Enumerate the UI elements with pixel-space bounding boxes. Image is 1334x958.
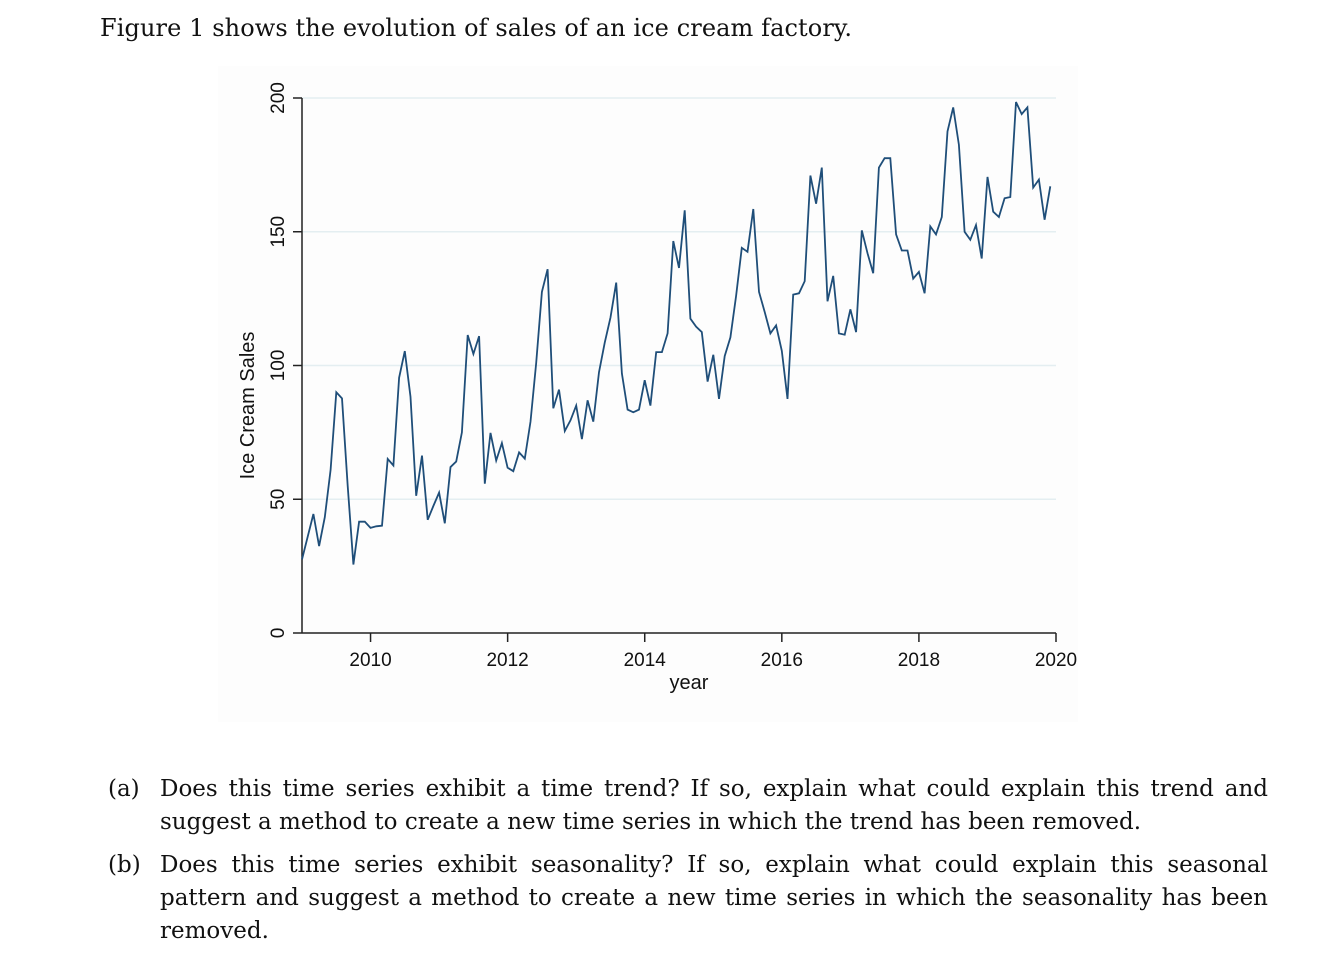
question-item-b: (b) Does this time series exhibit season… [108,849,1268,948]
x-axis-title: year [670,672,709,694]
question-text-b: Does this time series exhibit seasonalit… [160,852,1268,944]
x-tick-label: 2020 [1035,650,1077,671]
x-tick-label: 2018 [898,650,940,671]
question-list: (a) Does this time series exhibit a time… [108,773,1268,958]
question-marker-b: (b) [108,852,141,878]
y-ticks: 0 50 100 150 200 [268,82,302,638]
y-tick-label: 200 [268,82,289,114]
y-tick-label: 0 [268,628,289,639]
y-tick-label: 150 [268,216,289,248]
series-layer [301,101,1052,565]
sales-line-chart: 0 50 100 150 200 2010 2012 2014 2016 2018 2020 Ic… [237,82,1077,694]
question-marker-a: (a) [108,776,140,802]
series-line-ice-cream-sales [301,101,1052,565]
figure-panel: 0 50 100 150 200 2010 2012 2014 2016 2018 2020 Ic… [218,66,1078,722]
x-tick-label: 2012 [486,650,528,671]
grid-lines [302,97,1056,500]
question-item-a: (a) Does this time series exhibit a time… [108,773,1268,839]
x-ticks: 2010 2012 2014 2016 2018 2020 [349,633,1077,671]
intro-text: Figure 1 shows the evolution of sales of… [100,14,853,42]
question-text-a: Does this time series exhibit a time tre… [160,776,1268,835]
x-tick-label: 2016 [761,650,803,671]
x-tick-label: 2010 [349,650,391,671]
y-tick-label: 50 [268,489,289,510]
y-axis-title: Ice Cream Sales [237,332,259,480]
x-tick-label: 2014 [624,650,667,671]
y-tick-label: 100 [268,350,289,382]
